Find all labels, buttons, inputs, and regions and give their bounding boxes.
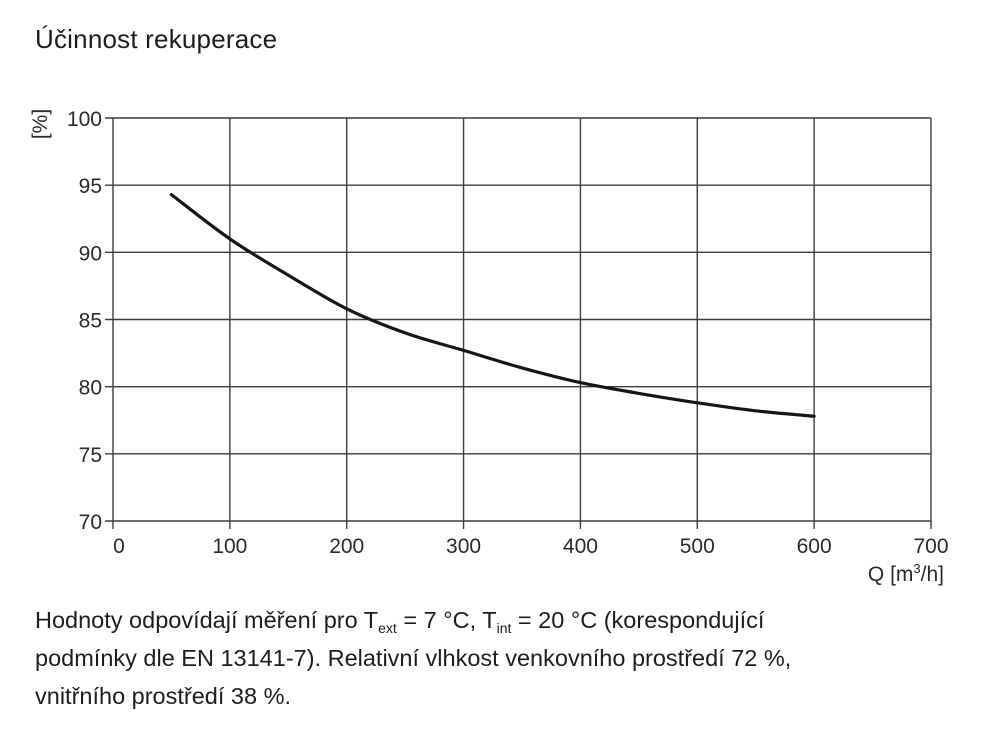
x-tick-label: 500 [680, 535, 715, 558]
y-tick-label: 100 [67, 108, 102, 131]
x-tick-label: 700 [913, 535, 948, 558]
x-tick-label: 400 [563, 535, 598, 558]
measurement-note: Hodnoty odpovídají měření pro Text = 7 °… [35, 601, 980, 715]
x-axis-unit-prefix: Q [m [868, 563, 914, 586]
x-tick-label: 0 [113, 535, 125, 558]
t-ext-subscript: ext [378, 620, 397, 636]
efficiency-curve [169, 193, 816, 418]
note-line-3: vnitřního prostředí 38 %. [35, 683, 292, 709]
grid-layer: 0 100 200 300 400 500 600 700 100 95 90 85 80 75 70 [67, 108, 949, 558]
y-axis-unit-label: [%] [29, 109, 52, 139]
y-tick-label: 95 [79, 175, 102, 198]
y-tick-label: 70 [79, 511, 102, 534]
x-tick-label: 300 [446, 535, 481, 558]
y-tick-label: 80 [79, 377, 102, 400]
x-tick-label: 100 [212, 535, 247, 558]
y-tick-label: 75 [79, 444, 102, 467]
y-tick-label: 90 [79, 242, 102, 265]
x-tick-label: 200 [329, 535, 364, 558]
chart-title: Účinnost rekuperace [35, 24, 278, 54]
x-axis-unit-label: Q [m3/h] [868, 561, 944, 586]
note-line-1-text: Hodnoty odpovídají měření pro T [35, 607, 379, 633]
x-tick-label: 600 [797, 535, 832, 558]
x-axis-unit-suffix: /h] [921, 563, 944, 586]
note-line-1: Hodnoty odpovídají měření pro Text = 7 °… [35, 601, 980, 639]
note-line-2: podmínky dle EN 13141-7). Relativní vlhk… [35, 645, 792, 671]
y-tick-label: 85 [79, 310, 102, 333]
note-line-1-text: = 20 °C (korespondující [511, 607, 765, 633]
t-int-subscript: int [496, 620, 512, 636]
note-line-1-text: = 7 °C, T [396, 607, 497, 633]
x-axis-unit-superscript: 3 [913, 561, 920, 576]
